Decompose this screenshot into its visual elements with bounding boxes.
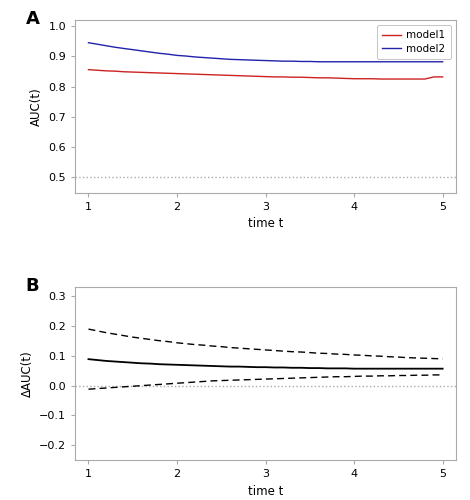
model1 [86,66,91,72]
model2 [254,58,259,64]
model2 [157,50,162,56]
Y-axis label: ΔAUC(t): ΔAUC(t) [21,350,33,397]
model1 [148,70,153,75]
model2 [183,53,188,59]
model1 [272,74,277,80]
model1 [130,69,135,75]
model2 [192,54,197,60]
model1 [307,74,313,80]
model1 [210,72,215,78]
model1 [360,76,366,82]
model1 [369,76,375,82]
model1 [245,73,251,79]
Legend: model1, model2: model1, model2 [377,25,451,58]
model1 [351,76,357,82]
model1 [431,74,437,80]
model1 [174,70,180,76]
model1 [404,76,410,82]
X-axis label: time t: time t [248,484,283,498]
model1 [94,68,100,73]
Y-axis label: AUC(t): AUC(t) [30,87,43,126]
model1 [227,72,233,78]
Text: B: B [26,277,39,295]
model2 [290,58,295,64]
model1 [298,74,304,80]
model2 [396,59,401,65]
X-axis label: time t: time t [248,217,283,230]
model2 [360,59,366,65]
model1 [413,76,419,82]
model1 [422,76,428,82]
model1 [263,74,268,80]
model1 [343,76,348,82]
model1 [112,68,118,74]
model1 [157,70,162,76]
model2 [431,59,437,65]
model1 [316,75,321,81]
model1 [103,68,109,74]
model2 [139,48,144,54]
model2 [121,46,127,52]
model2 [174,52,180,59]
model2 [210,55,215,61]
model2 [112,44,118,50]
model2 [272,58,277,64]
model2 [281,58,286,64]
model2 [130,46,135,52]
model1 [440,74,446,80]
model2 [236,56,242,62]
model1 [183,71,188,77]
model1 [139,70,144,75]
model2 [94,41,100,47]
model2 [351,59,357,65]
model2 [86,40,91,46]
model1 [396,76,401,82]
Text: A: A [26,10,39,28]
model2 [334,59,339,65]
model2 [307,58,313,64]
model1 [387,76,392,82]
model2 [298,58,304,64]
model2 [387,59,392,65]
model2 [413,59,419,65]
model2 [422,59,428,65]
model2 [263,58,268,64]
model2 [369,59,375,65]
model1 [236,72,242,78]
model2 [440,59,446,65]
model2 [103,42,109,48]
model2 [343,59,348,65]
model1 [192,71,197,77]
model2 [219,56,224,62]
Line: model2: model2 [88,42,443,62]
model1 [325,75,330,81]
model2 [165,51,171,57]
model1 [201,72,206,78]
model1 [165,70,171,76]
model1 [290,74,295,80]
model2 [404,59,410,65]
model1 [254,74,259,80]
model1 [334,75,339,81]
model2 [227,56,233,62]
model2 [316,59,321,65]
model2 [325,59,330,65]
model2 [148,49,153,55]
model1 [219,72,224,78]
model1 [121,69,127,75]
model2 [378,59,384,65]
model1 [281,74,286,80]
Line: model1: model1 [88,70,443,79]
model1 [378,76,384,82]
model2 [201,54,206,60]
model2 [245,57,251,63]
